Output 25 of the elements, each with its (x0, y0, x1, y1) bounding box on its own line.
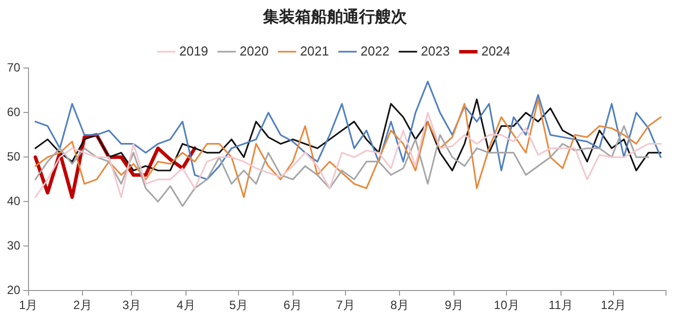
x-tick-label: 8月 (390, 298, 410, 312)
legend-label: 2022 (360, 43, 390, 58)
y-tick-label: 20 (6, 282, 21, 297)
y-tick-label: 70 (6, 60, 21, 75)
x-tick-label: 1月 (19, 298, 38, 312)
x-tick-label: 5月 (229, 298, 248, 312)
legend-label: 2024 (481, 43, 510, 58)
x-tick-label: 4月 (176, 298, 196, 312)
x-tick-label: 9月 (444, 298, 464, 312)
legend-label: 2020 (240, 43, 269, 58)
x-tick-label: 6月 (284, 298, 302, 312)
legend-label: 2021 (300, 43, 329, 58)
x-tick-label: 2月 (73, 298, 92, 312)
x-tick-label: 10月 (494, 298, 520, 312)
y-tick-label: 50 (6, 149, 21, 164)
x-tick-label: 11月 (548, 298, 574, 312)
y-tick-label: 30 (6, 238, 21, 252)
y-tick-label: 60 (6, 104, 21, 119)
chart-title: 集装箱船舶通行艘次 (262, 8, 408, 26)
legend-label: 2023 (420, 43, 450, 58)
x-tick-label: 7月 (336, 298, 355, 312)
y-tick-label: 40 (6, 194, 21, 208)
x-tick-label: 3月 (122, 298, 142, 312)
x-tick-label: 12月 (600, 298, 626, 312)
legend-label: 2019 (179, 43, 208, 58)
